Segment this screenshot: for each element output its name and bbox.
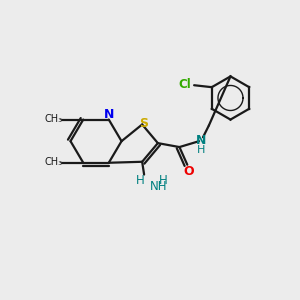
Text: H: H [197,145,205,155]
Text: CH₃: CH₃ [45,157,63,167]
Text: S: S [139,117,148,130]
Text: N: N [103,108,114,121]
Text: Cl: Cl [178,78,191,91]
Text: O: O [183,165,194,178]
Text: CH₃: CH₃ [45,114,63,124]
Text: H: H [136,174,145,187]
Text: H: H [159,174,168,187]
Text: N: N [196,134,206,147]
Text: NH: NH [150,180,167,193]
